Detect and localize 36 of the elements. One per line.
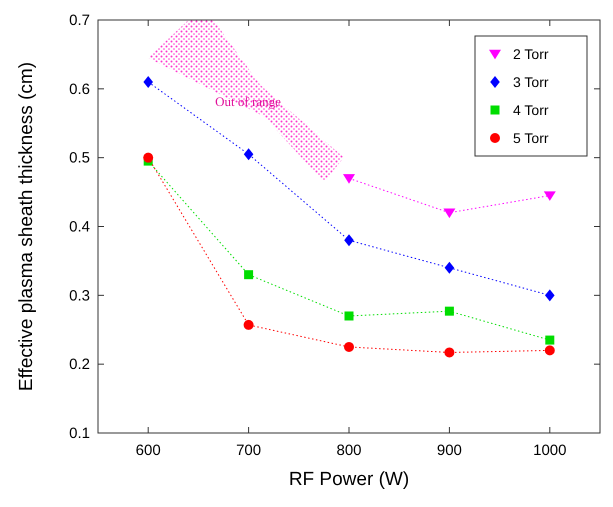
point [444,262,454,274]
x-tick-label: 800 [336,442,362,459]
point [545,336,554,345]
point [443,208,456,218]
point [244,270,254,280]
y-tick-label: 0.5 [69,150,90,167]
y-tick-label: 0.4 [69,218,90,236]
point [344,234,354,246]
x-axis-title: RF Power (W) [288,469,410,490]
legend-label: 3 Torr [513,74,549,90]
point [444,347,454,358]
y-tick-label: 0.7 [69,12,90,29]
x-tick-label: 1000 [533,442,566,459]
legend-label: 4 Torr [513,102,549,118]
point [344,342,354,352]
y-tick-label: 0.6 [69,80,90,98]
point [544,345,555,356]
y-tick-label: 0.1 [69,425,90,442]
x-tick-label: 700 [236,442,262,459]
point [444,306,454,316]
point [143,152,154,163]
y-tick-label: 0.2 [69,356,90,374]
point [545,289,555,302]
point [343,174,355,184]
y-axis-title: Effective plasma sheath thickness (cm) [16,62,37,392]
x-tick-label: 600 [136,442,161,459]
point [244,148,254,160]
point [143,76,153,88]
x-tick-label: 900 [436,442,462,459]
point [244,320,254,330]
y-tick-label: 0.3 [69,287,90,304]
point [344,311,354,320]
legend-label: 2 Torr [513,46,549,62]
point [544,191,556,201]
annotation: Out of range [215,94,282,109]
legend-label: 5 Torr [513,130,549,146]
